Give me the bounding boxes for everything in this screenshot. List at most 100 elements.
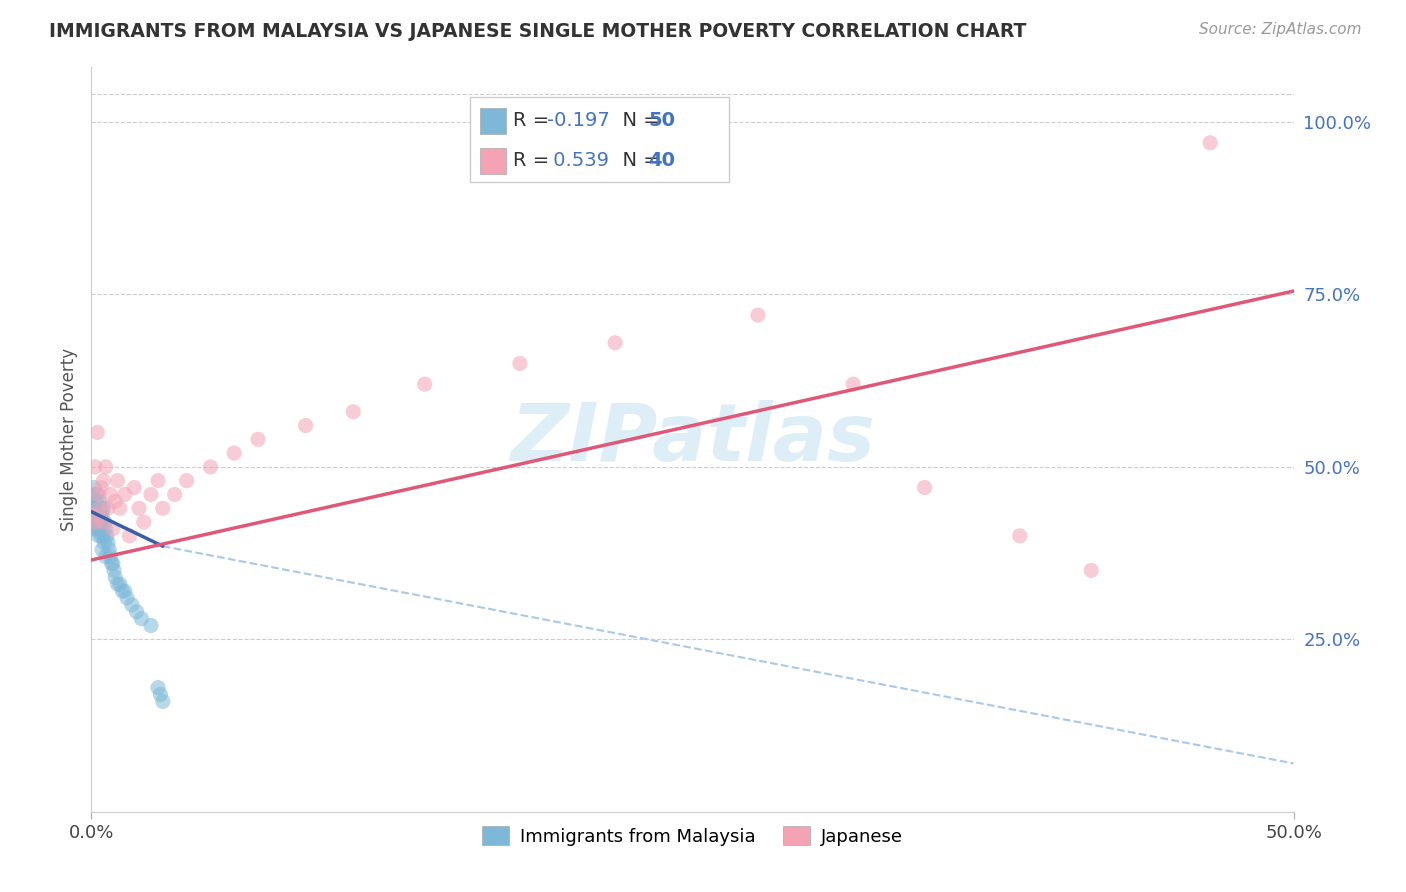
Point xyxy=(1008,529,1031,543)
Point xyxy=(1199,136,1222,150)
Point xyxy=(91,501,114,516)
Point xyxy=(93,535,115,549)
Point xyxy=(89,494,111,508)
Point xyxy=(93,515,115,529)
Point xyxy=(128,501,150,516)
Point xyxy=(118,529,141,543)
Point xyxy=(90,481,112,495)
Point xyxy=(114,487,136,501)
FancyBboxPatch shape xyxy=(479,108,506,134)
Point xyxy=(842,377,865,392)
Point xyxy=(224,446,246,460)
Point xyxy=(131,612,153,626)
Text: R =: R = xyxy=(513,152,555,170)
Point xyxy=(163,487,186,501)
Point xyxy=(603,335,626,350)
Point xyxy=(139,618,162,632)
Point xyxy=(146,474,169,488)
Text: IMMIGRANTS FROM MALAYSIA VS JAPANESE SINGLE MOTHER POVERTY CORRELATION CHART: IMMIGRANTS FROM MALAYSIA VS JAPANESE SIN… xyxy=(49,22,1026,41)
Point xyxy=(146,681,169,695)
Point xyxy=(91,515,114,529)
Point xyxy=(86,425,108,440)
Point xyxy=(86,508,108,523)
Point xyxy=(121,598,143,612)
Point xyxy=(107,577,129,591)
Point xyxy=(84,459,107,474)
Point xyxy=(111,584,134,599)
Text: Source: ZipAtlas.com: Source: ZipAtlas.com xyxy=(1198,22,1361,37)
Point xyxy=(91,542,114,557)
Point xyxy=(91,522,114,536)
Point xyxy=(87,501,110,516)
Point xyxy=(122,481,145,495)
Legend: Immigrants from Malaysia, Japanese: Immigrants from Malaysia, Japanese xyxy=(474,817,911,855)
Point xyxy=(87,515,110,529)
Point xyxy=(87,508,110,523)
Point xyxy=(89,508,111,523)
Point xyxy=(294,418,316,433)
Point xyxy=(200,459,222,474)
FancyBboxPatch shape xyxy=(479,148,506,174)
Point xyxy=(94,522,117,536)
Text: 50: 50 xyxy=(648,112,675,130)
Text: R =: R = xyxy=(513,112,555,130)
Point xyxy=(114,584,136,599)
Point xyxy=(101,557,124,571)
Point xyxy=(84,508,107,523)
Point xyxy=(94,549,117,564)
Point xyxy=(97,501,120,516)
Point xyxy=(83,487,105,501)
Point xyxy=(914,481,936,495)
Point xyxy=(152,501,174,516)
Point xyxy=(1080,563,1102,577)
Point xyxy=(125,605,148,619)
Point xyxy=(94,459,117,474)
Point xyxy=(89,522,111,536)
FancyBboxPatch shape xyxy=(470,96,728,182)
Point xyxy=(132,515,155,529)
Point xyxy=(413,377,436,392)
Point xyxy=(509,356,531,370)
Text: N =: N = xyxy=(610,112,665,130)
Point xyxy=(91,474,114,488)
Point xyxy=(86,522,108,536)
Text: 40: 40 xyxy=(648,152,675,170)
Point xyxy=(82,501,104,516)
Point xyxy=(247,433,270,447)
Point xyxy=(108,501,131,516)
Text: 0.539: 0.539 xyxy=(547,152,609,170)
Point xyxy=(100,557,122,571)
Point xyxy=(107,474,129,488)
Point xyxy=(104,570,127,584)
Point xyxy=(342,405,364,419)
Point xyxy=(90,529,112,543)
Point xyxy=(91,529,114,543)
Point xyxy=(84,522,107,536)
Point xyxy=(101,522,124,536)
Point xyxy=(104,494,127,508)
Text: ZIPatlas: ZIPatlas xyxy=(510,401,875,478)
Point xyxy=(103,563,125,577)
Point xyxy=(152,694,174,708)
Point xyxy=(87,487,110,501)
Point xyxy=(149,688,172,702)
Point xyxy=(83,508,105,523)
Point xyxy=(84,515,107,529)
Text: N =: N = xyxy=(610,152,665,170)
Text: -0.197: -0.197 xyxy=(547,112,610,130)
Point xyxy=(97,535,120,549)
Point xyxy=(84,494,107,508)
Point xyxy=(747,308,769,322)
Point xyxy=(90,501,112,516)
Point xyxy=(96,529,118,543)
Point xyxy=(139,487,162,501)
Point xyxy=(115,591,138,605)
Point xyxy=(84,501,107,516)
Point xyxy=(90,515,112,529)
Point xyxy=(98,542,121,557)
Point xyxy=(87,529,110,543)
Point xyxy=(100,549,122,564)
Point xyxy=(83,481,105,495)
Y-axis label: Single Mother Poverty: Single Mother Poverty xyxy=(59,348,77,531)
Point xyxy=(176,474,198,488)
